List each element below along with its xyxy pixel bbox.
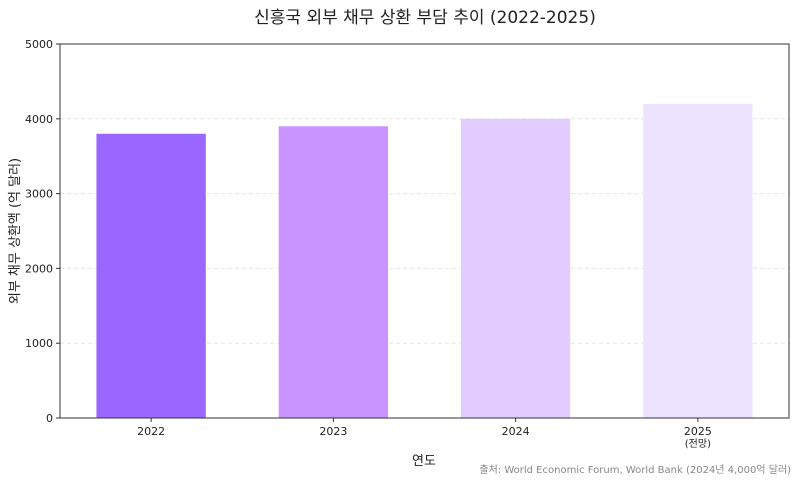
y-axis-ticks: 0 1000 2000 3000 4000 5000 [25, 38, 60, 425]
x-tick-sublabel: (전망) [685, 438, 711, 450]
y-tick-label: 0 [46, 412, 53, 425]
y-tick-label: 2000 [25, 262, 53, 275]
plot-frame [59, 43, 790, 419]
y-tick-label: 3000 [25, 188, 53, 201]
bars [96, 103, 753, 419]
x-tick-label: 2025 [684, 425, 712, 438]
bar-2025 [643, 103, 753, 418]
y-tick-label: 5000 [25, 38, 53, 51]
bar-2023 [278, 126, 389, 418]
y-tick-label: 1000 [25, 337, 53, 350]
x-axis-ticks: 2022 2023 2024 2025(전망) [137, 418, 712, 450]
source-note: 출처: World Economic Forum, World Bank (20… [479, 464, 791, 476]
x-tick-label: 2024 [502, 425, 530, 438]
bar-2022 [96, 133, 206, 418]
chart-title: 신흥국 외부 채무 상환 부담 추이 (2022-2025) [254, 8, 596, 28]
x-tick-label: 2022 [137, 425, 165, 438]
y-axis-label: 외부 채무 상환액 (억 달러) [8, 158, 23, 304]
x-axis-label: 연도 [412, 454, 436, 469]
y-tick-label: 4000 [25, 113, 53, 126]
bar-2024 [460, 118, 571, 419]
x-tick-label: 2023 [319, 425, 347, 438]
